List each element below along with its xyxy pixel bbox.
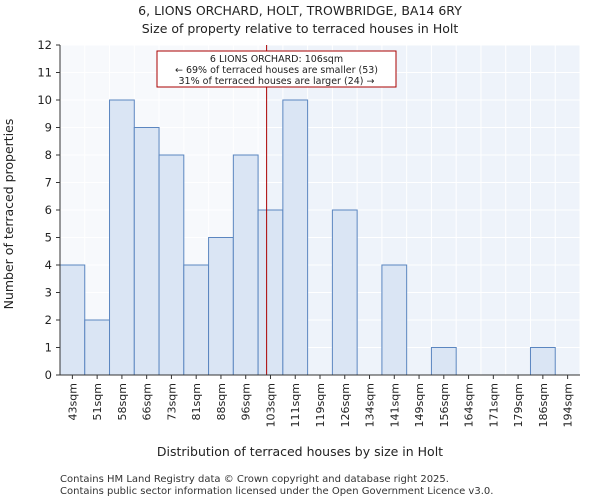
y-tick-label: 7 [45,176,52,190]
bar [282,99,309,376]
annotation-line-3: 31% of terraced houses are larger (24) → [179,76,375,87]
x-tick-label: 103sqm [264,383,277,427]
y-tick-label: 5 [45,231,52,245]
bar [430,347,457,376]
bar [109,99,135,376]
chart-subtitle: Size of property relative to terraced ho… [142,21,459,36]
footer-line-2: Contains public sector information licen… [60,486,493,497]
annotation-line-2: ← 69% of terraced houses are smaller (53… [175,65,378,76]
y-tick-label: 3 [45,286,52,300]
bar [331,209,358,376]
y-tick-label: 2 [45,313,52,327]
chart-title: 6, LIONS ORCHARD, HOLT, TROWBRIDGE, BA14… [138,3,462,18]
x-tick-label: 58sqm [116,383,129,420]
y-tick-label: 9 [45,121,52,135]
x-tick-label: 66sqm [141,383,154,420]
annotation-box [156,50,397,88]
footer-line-1: Contains HM Land Registry data © Crown c… [60,474,449,485]
y-tick-label: 8 [45,148,52,162]
x-tick-label: 194sqm [562,383,575,427]
y-tick-label: 4 [45,258,52,272]
bar [232,154,259,376]
x-tick-label: 73sqm [165,383,178,420]
x-tick-label: 164sqm [463,383,476,427]
x-tick-label: 81sqm [190,383,203,420]
bar [529,347,556,376]
bar [84,319,111,376]
x-tick-label: 51sqm [91,383,104,420]
bar [208,237,234,376]
x-tick-label: 134sqm [364,383,377,427]
y-tick-label: 11 [37,66,52,80]
x-tick-label: 43sqm [66,383,79,420]
x-tick-label: 119sqm [314,383,327,427]
y-tick-label: 6 [45,203,52,217]
y-tick-label: 12 [37,38,52,52]
annotation-line-1: 6 LIONS ORCHARD: 106sqm [210,54,343,65]
y-tick-label: 0 [45,368,52,382]
x-tick-label: 88sqm [215,383,228,420]
x-tick-label: 179sqm [512,383,525,427]
bar [257,209,284,376]
y-tick-label: 1 [45,341,52,355]
x-axis-label: Distribution of terraced houses by size … [157,444,443,459]
bar [133,127,160,376]
x-tick-label: 171sqm [487,383,500,427]
y-axis-label: Number of terraced properties [1,119,16,310]
bar [158,154,185,376]
bar [59,264,86,376]
bar [381,264,408,376]
x-tick-label: 96sqm [240,383,253,420]
x-tick-label: 156sqm [438,383,451,427]
y-tick-label: 10 [37,93,52,107]
x-tick-label: 186sqm [537,383,550,427]
x-tick-label: 149sqm [413,383,426,427]
bar [183,264,210,376]
x-tick-label: 111sqm [289,383,302,427]
x-tick-label: 126sqm [339,383,352,427]
x-tick-label: 141sqm [388,383,401,427]
